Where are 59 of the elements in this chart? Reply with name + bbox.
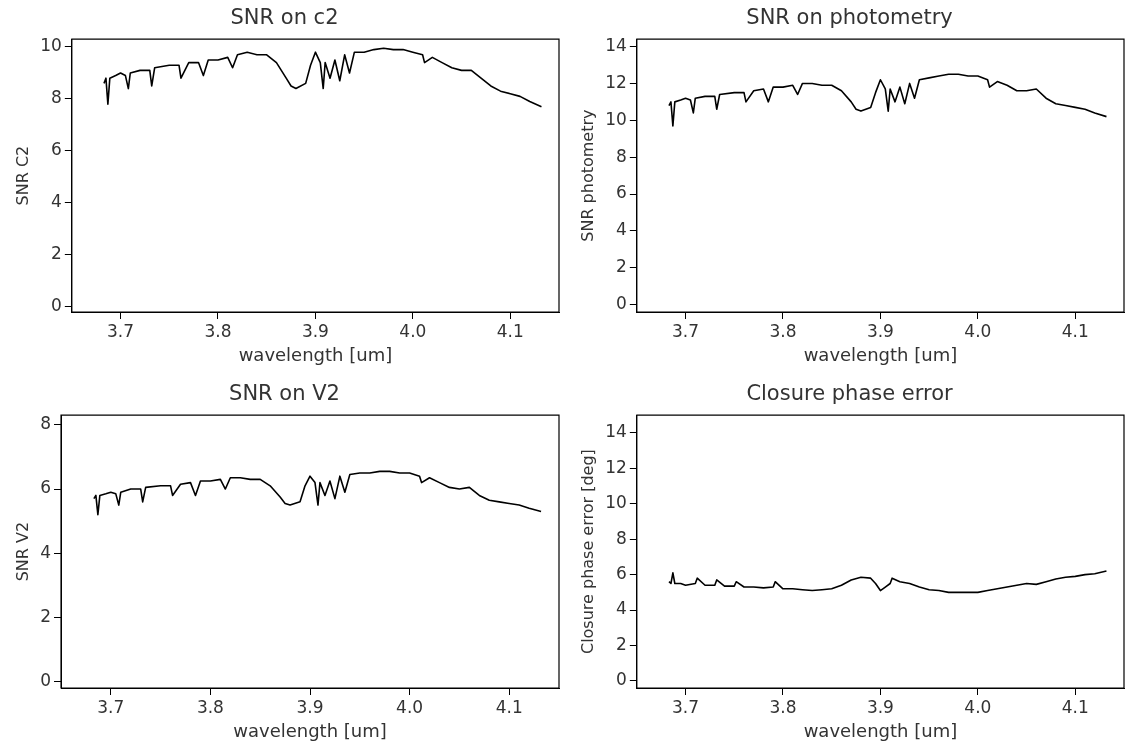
x-axis-title: wavelength [um] — [803, 343, 958, 365]
x-tick-label: 3.7 — [672, 696, 700, 717]
y-tick-label: 6 — [40, 477, 52, 498]
y-tick-label: 4 — [51, 191, 62, 212]
x-tick-label: 4.1 — [495, 696, 523, 717]
x-axis-title: wavelength [um] — [233, 719, 387, 741]
x-tick-label: 4.0 — [964, 320, 992, 341]
chart-title: SNR on photometry — [746, 5, 953, 30]
x-tick-label: 4.1 — [496, 320, 524, 341]
x-tick-label: 3.7 — [97, 696, 125, 717]
x-axis-title: wavelength [um] — [803, 719, 958, 741]
y-tick-label: 12 — [605, 71, 627, 92]
x-tick-label: 3.9 — [866, 696, 894, 717]
y-tick-label: 10 — [605, 108, 627, 129]
chart-title: Closure phase error — [746, 381, 953, 406]
y-tick-label: 2 — [616, 633, 627, 654]
y-tick-label: 0 — [40, 670, 52, 690]
y-tick-label: 14 — [605, 421, 627, 442]
x-tick-label: 4.1 — [1061, 320, 1089, 341]
y-tick-label: 4 — [616, 219, 627, 240]
y-tick-label: 14 — [605, 34, 627, 55]
x-tick-label: 3.7 — [672, 320, 700, 341]
chart-title: SNR on c2 — [230, 5, 339, 30]
y-tick-label: 6 — [616, 563, 627, 584]
x-tick-label: 3.9 — [301, 320, 329, 341]
y-tick-label: 6 — [51, 139, 62, 160]
y-tick-label: 4 — [40, 541, 52, 562]
y-axis-title: SNR C2 — [12, 145, 32, 206]
y-axis-title: SNR photometry — [577, 109, 597, 242]
y-tick-label: 0 — [51, 295, 62, 316]
y-tick-label: 0 — [616, 669, 627, 690]
x-tick-label: 3.9 — [296, 696, 324, 717]
x-tick-label: 4.0 — [964, 696, 992, 717]
y-tick-label: 2 — [51, 243, 62, 264]
y-tick-label: 8 — [40, 413, 52, 434]
y-tick-label: 8 — [51, 87, 62, 108]
x-tick-label: 3.7 — [107, 320, 135, 341]
x-tick-label: 4.0 — [396, 696, 424, 717]
x-tick-label: 4.0 — [399, 320, 427, 341]
y-tick-label: 4 — [616, 598, 627, 619]
y-axis-title: SNR V2 — [12, 521, 32, 582]
y-tick-label: 10 — [605, 492, 627, 513]
x-tick-label: 3.8 — [196, 696, 224, 717]
y-tick-label: 12 — [605, 456, 627, 477]
y-tick-label: 2 — [40, 605, 52, 626]
x-tick-label: 3.8 — [769, 696, 797, 717]
x-axis-title: wavelength [um] — [238, 343, 393, 365]
y-tick-label: 2 — [616, 256, 627, 277]
x-tick-label: 3.8 — [769, 320, 797, 341]
x-tick-label: 3.9 — [866, 320, 894, 341]
y-tick-label: 10 — [40, 35, 62, 56]
y-tick-label: 8 — [616, 527, 627, 548]
y-tick-label: 0 — [616, 293, 627, 314]
chart-title: SNR on V2 — [229, 381, 340, 406]
y-tick-label: 6 — [616, 182, 627, 203]
x-tick-label: 3.8 — [204, 320, 232, 341]
y-axis-title: Closure phase error [deg] — [577, 449, 597, 655]
x-tick-label: 4.1 — [1061, 696, 1089, 717]
y-tick-label: 8 — [616, 145, 627, 166]
